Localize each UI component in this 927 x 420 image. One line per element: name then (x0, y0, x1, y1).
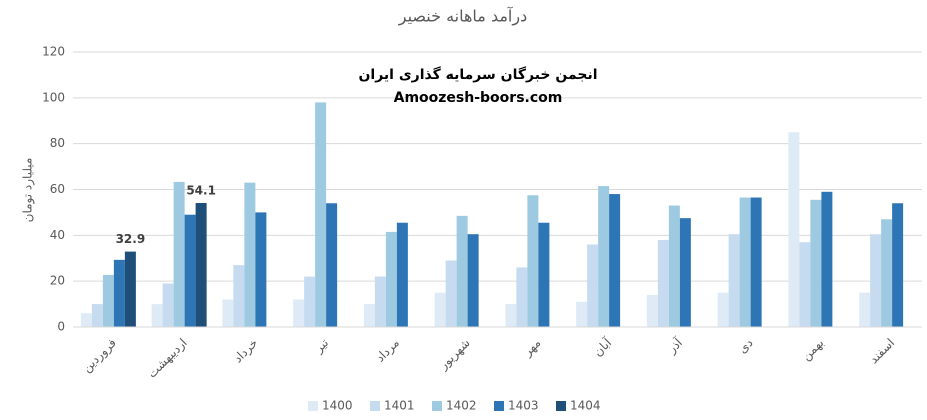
bar (892, 203, 904, 327)
legend-swatch (308, 401, 318, 411)
bar (646, 294, 658, 327)
legend-swatch (370, 401, 380, 411)
bar (679, 218, 691, 327)
bar (315, 102, 327, 328)
bar (467, 234, 479, 327)
bar (385, 231, 397, 327)
bar (728, 234, 740, 327)
y-tick-label: 0 (57, 320, 65, 334)
watermark: انجمن خبرگان سرمایه گذاری ایران (358, 66, 597, 83)
bar (396, 222, 408, 327)
y-tick-label: 100 (42, 90, 65, 104)
bar (445, 260, 457, 327)
bar (255, 212, 267, 327)
bar (162, 283, 174, 327)
legend-swatch (432, 401, 442, 411)
bar (113, 259, 125, 327)
bar (195, 203, 207, 327)
legend-label: 1404 (570, 399, 601, 413)
legend-label: 1402 (446, 399, 477, 413)
bar (151, 304, 163, 327)
x-tick-label: آبان (590, 335, 615, 360)
bar (326, 203, 338, 327)
bar (102, 274, 114, 327)
bar (739, 197, 751, 327)
x-tick-label: مهر (520, 336, 544, 360)
x-tick-label: اردیبهشت (145, 336, 191, 382)
bar (538, 222, 550, 327)
bar (657, 239, 669, 327)
chart-title: درآمد ماهانه خنصیر (398, 7, 527, 27)
x-tick-label: فروردین (80, 336, 120, 376)
bar (505, 304, 517, 327)
bar (609, 194, 621, 327)
legend-label: 1401 (384, 399, 415, 413)
bar (244, 182, 256, 327)
legend-swatch (494, 401, 504, 411)
bar (516, 267, 528, 327)
y-tick-label: 40 (50, 228, 65, 242)
bar (434, 292, 446, 327)
x-tick-label: مرداد (373, 336, 403, 366)
y-tick-label: 120 (42, 45, 65, 59)
bar (821, 191, 833, 327)
bar (576, 301, 588, 327)
bar (668, 205, 680, 327)
bar (750, 197, 762, 327)
bar (363, 304, 375, 327)
x-tick-label: دی (735, 336, 755, 356)
bar (456, 215, 468, 327)
x-tick-label: خرداد (231, 336, 261, 366)
legend-swatch (556, 401, 566, 411)
bar (881, 219, 893, 327)
bar (788, 132, 800, 327)
value-label: 54.1 (186, 184, 216, 198)
bar (598, 186, 610, 327)
y-axis-label: میلیارد تومان (21, 158, 36, 223)
value-label: 32.9 (116, 232, 146, 246)
bar (173, 181, 185, 327)
bar (233, 265, 245, 327)
watermark: Amoozesh-boors.com (394, 90, 563, 106)
bar (870, 234, 882, 327)
y-tick-label: 80 (50, 136, 65, 150)
bar (293, 299, 305, 327)
bar (799, 242, 811, 327)
bar (527, 195, 539, 327)
bar (184, 214, 196, 327)
x-tick-label: تیر (311, 336, 332, 357)
x-tick-label: اسفند (867, 336, 898, 367)
legend-label: 1400 (322, 399, 353, 413)
x-tick-label: بهمن (799, 336, 827, 364)
legend-label: 1403 (508, 399, 539, 413)
bar (374, 276, 386, 327)
x-tick-label: آذر (663, 335, 686, 358)
bar (222, 299, 234, 327)
bar (91, 304, 103, 327)
y-tick-label: 60 (50, 182, 65, 196)
bar (124, 251, 136, 327)
x-tick-label: شهریور (436, 336, 474, 374)
bar (80, 313, 92, 327)
bar (859, 292, 871, 327)
y-tick-label: 20 (50, 274, 65, 288)
bar (304, 276, 316, 327)
bar (587, 244, 599, 327)
bar (810, 199, 822, 327)
bar (717, 292, 729, 327)
plot: 0 20 40 60 80 100 120 فروردین 32.9 اردیبهشت 54.1 خر… (42, 45, 922, 413)
